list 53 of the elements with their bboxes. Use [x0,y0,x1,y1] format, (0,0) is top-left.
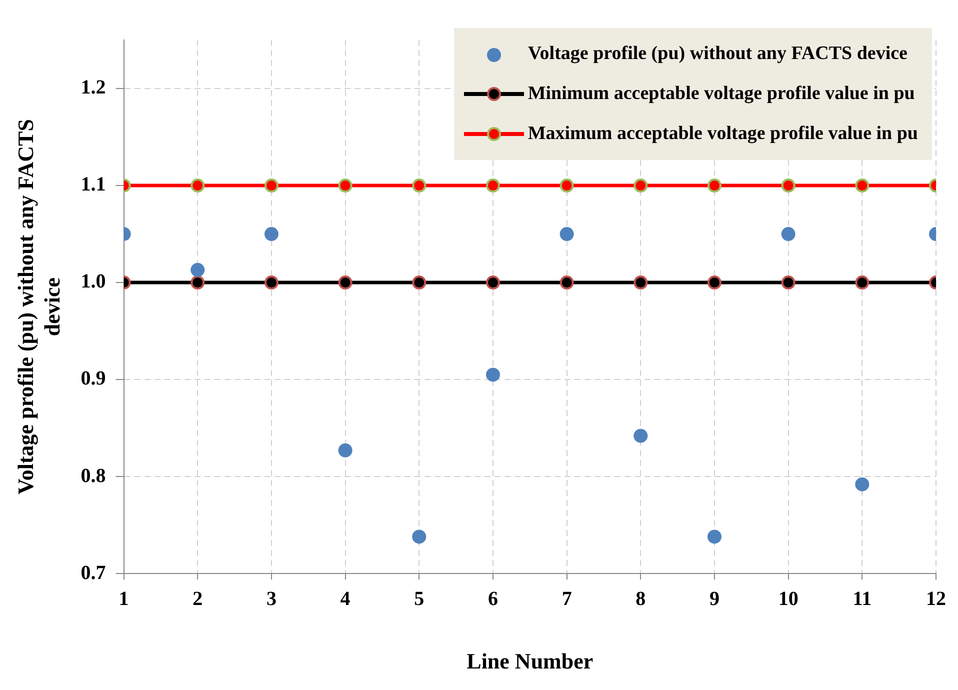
y-tick-label: 1.0 [80,270,106,293]
point [264,227,278,242]
x-tick-label: 12 [926,588,946,610]
point [338,443,352,458]
x-tick-label: 10 [778,588,798,610]
x-tick-label: 1 [118,588,129,610]
point [634,276,648,290]
x-tick-label: 9 [709,588,720,610]
y-tick-label: 0.7 [80,562,106,584]
point [781,276,796,290]
legend-label: Maximum acceptable voltage profile value in pu [528,123,918,145]
x-tick-label: 5 [414,588,424,610]
x-tick-label: 7 [562,588,572,610]
point [855,276,870,290]
point [707,178,722,193]
point [855,477,870,492]
point [412,530,426,544]
point [634,428,648,443]
point [190,178,205,193]
point [560,178,574,193]
point [338,178,352,193]
y-tick-label: 1.2 [80,76,106,99]
legend-label: Minimum acceptable voltage profile value in pu [528,83,915,105]
point [486,276,500,290]
point [707,276,722,290]
y-tick-label: 1.1 [80,174,106,196]
point [412,178,426,193]
point [338,276,352,290]
point [707,530,722,544]
point [190,262,205,277]
y-axis-title: Voltage profile (pu) without any FACTS device [12,119,64,495]
x-axis-title: Line Number [466,648,594,674]
point [560,227,574,242]
point [412,276,426,290]
point [190,276,205,290]
x-tick-label: 2 [192,588,203,610]
point [634,178,648,193]
point [560,276,574,290]
point [264,276,278,290]
point [855,178,870,193]
y-tick-label: 0.8 [80,464,106,487]
point [264,178,278,193]
point [486,178,500,193]
x-tick-label: 4 [340,588,350,610]
point [781,227,796,242]
x-tick-label: 6 [488,588,498,610]
x-tick-label: 3 [266,588,276,610]
y-tick-label: 0.9 [80,368,106,390]
x-tick-label: 8 [636,588,646,610]
point [781,178,796,193]
legend-label: Voltage profile (pu) without any FACTS device [528,43,908,65]
point [486,368,500,382]
x-tick-label: 11 [852,588,872,610]
